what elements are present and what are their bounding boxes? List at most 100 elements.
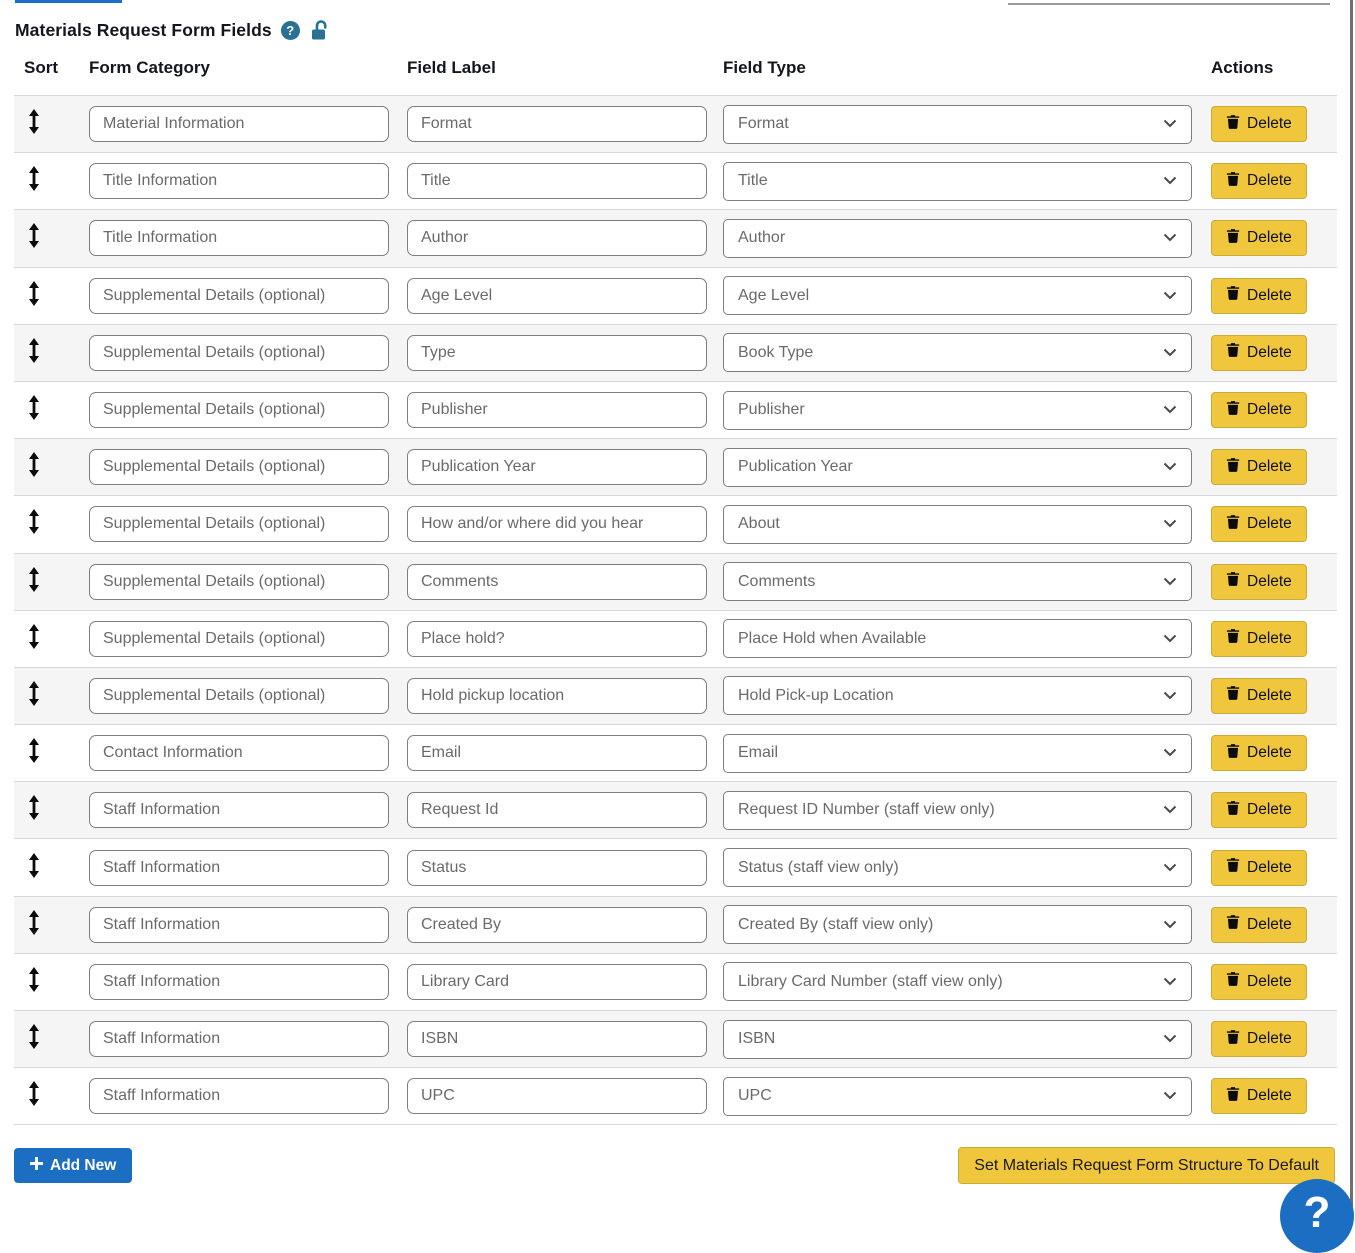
sort-handle[interactable] <box>14 852 89 883</box>
field-label-input[interactable] <box>407 963 707 1000</box>
form-field-row: Format Delete <box>14 95 1337 153</box>
sort-handle[interactable] <box>14 966 89 997</box>
set-default-button[interactable]: Set Materials Request Form Structure To … <box>958 1147 1335 1184</box>
add-new-button[interactable]: Add New <box>14 1148 133 1183</box>
field-label-input[interactable] <box>407 849 707 886</box>
unlock-icon[interactable] <box>309 20 329 41</box>
form-category-input[interactable] <box>89 792 389 829</box>
form-category-input[interactable] <box>89 220 389 257</box>
sort-handle[interactable] <box>14 109 89 139</box>
field-type-select[interactable]: Format <box>723 104 1192 144</box>
delete-button[interactable]: Delete <box>1211 792 1307 829</box>
field-type-select[interactable]: Created By (staff view only) <box>723 905 1192 945</box>
sort-handle[interactable] <box>14 623 89 654</box>
form-category-input[interactable] <box>89 677 389 714</box>
delete-button[interactable]: Delete <box>1211 677 1307 714</box>
field-type-select[interactable]: Publisher <box>723 390 1192 430</box>
delete-button[interactable]: Delete <box>1211 906 1307 943</box>
field-label-input[interactable] <box>407 277 707 314</box>
sort-handle[interactable] <box>14 166 89 196</box>
sort-handle[interactable] <box>14 223 89 253</box>
delete-button[interactable]: Delete <box>1211 620 1307 657</box>
field-type-select[interactable]: Library Card Number (staff view only) <box>723 962 1192 1002</box>
vertical-scrollbar[interactable] <box>1350 0 1353 1207</box>
form-category-input[interactable] <box>89 1078 389 1115</box>
sort-handle[interactable] <box>14 509 89 539</box>
field-label-input[interactable] <box>407 1021 707 1058</box>
help-icon[interactable]: ? <box>280 21 300 40</box>
field-type-select[interactable]: Book Type <box>723 333 1192 373</box>
delete-button[interactable]: Delete <box>1211 849 1307 886</box>
field-type-select[interactable]: Place Hold when Available <box>723 619 1192 659</box>
field-label-input[interactable] <box>407 334 707 371</box>
sort-handle[interactable] <box>14 395 89 425</box>
form-category-input[interactable] <box>89 106 389 143</box>
sort-handle[interactable] <box>14 566 89 597</box>
delete-button[interactable]: Delete <box>1211 506 1307 543</box>
field-label-input[interactable] <box>407 163 707 200</box>
sort-handle[interactable] <box>14 337 89 368</box>
field-label-input[interactable] <box>407 792 707 829</box>
form-category-input[interactable] <box>89 849 389 886</box>
form-category-input[interactable] <box>89 277 389 314</box>
field-label-input[interactable] <box>407 220 707 257</box>
delete-button[interactable]: Delete <box>1211 163 1307 200</box>
field-type-select[interactable]: ISBN <box>723 1019 1192 1059</box>
field-type-select[interactable]: Comments <box>723 562 1192 602</box>
form-category-input[interactable] <box>89 506 389 543</box>
form-category-input[interactable] <box>89 620 389 657</box>
form-category-input[interactable] <box>89 963 389 1000</box>
field-label-input[interactable] <box>407 506 707 543</box>
field-type-select[interactable]: Publication Year <box>723 447 1192 487</box>
delete-button[interactable]: Delete <box>1211 1078 1307 1115</box>
delete-button[interactable]: Delete <box>1211 563 1307 600</box>
form-category-input[interactable] <box>89 906 389 943</box>
field-label-input[interactable] <box>407 677 707 714</box>
field-type-select[interactable]: Email <box>723 733 1192 773</box>
delete-button[interactable]: Delete <box>1211 220 1307 257</box>
field-type-select[interactable]: Author <box>723 218 1192 258</box>
field-type-select[interactable]: Hold Pick-up Location <box>723 676 1192 716</box>
form-category-input[interactable] <box>89 163 389 200</box>
field-type-select[interactable]: Status (staff view only) <box>723 848 1192 888</box>
form-category-input[interactable] <box>89 449 389 486</box>
sort-handle[interactable] <box>14 738 89 768</box>
sort-handle[interactable] <box>14 1024 89 1054</box>
delete-button[interactable]: Delete <box>1211 735 1307 772</box>
sort-arrows-icon <box>28 1081 40 1111</box>
field-label-input[interactable] <box>407 1078 707 1115</box>
field-type-select[interactable]: Age Level <box>723 276 1192 316</box>
field-label-input[interactable] <box>407 449 707 486</box>
sort-handle[interactable] <box>14 909 89 940</box>
field-label-input[interactable] <box>407 106 707 143</box>
delete-button[interactable]: Delete <box>1211 334 1307 371</box>
form-category-input[interactable] <box>89 334 389 371</box>
sort-handle[interactable] <box>14 680 89 711</box>
help-fab-button[interactable]: ? <box>1280 1179 1354 1253</box>
delete-button[interactable]: Delete <box>1211 392 1307 429</box>
sort-handle[interactable] <box>14 280 89 311</box>
trash-icon <box>1226 914 1240 935</box>
field-type-select[interactable]: UPC <box>723 1076 1192 1116</box>
form-category-input[interactable] <box>89 392 389 429</box>
delete-button[interactable]: Delete <box>1211 106 1307 143</box>
form-field-row: Created By (staff view only) Delete <box>14 895 1337 953</box>
delete-button[interactable]: Delete <box>1211 963 1307 1000</box>
delete-button[interactable]: Delete <box>1211 1021 1307 1058</box>
form-category-input[interactable] <box>89 735 389 772</box>
field-label-input[interactable] <box>407 735 707 772</box>
field-label-input[interactable] <box>407 563 707 600</box>
field-type-select[interactable]: Title <box>723 161 1192 201</box>
field-label-input[interactable] <box>407 620 707 657</box>
delete-button[interactable]: Delete <box>1211 277 1307 314</box>
field-type-select[interactable]: About <box>723 504 1192 544</box>
form-category-input[interactable] <box>89 563 389 600</box>
field-label-input[interactable] <box>407 392 707 429</box>
form-category-input[interactable] <box>89 1021 389 1058</box>
field-label-input[interactable] <box>407 906 707 943</box>
delete-button[interactable]: Delete <box>1211 449 1307 486</box>
sort-handle[interactable] <box>14 795 89 825</box>
field-type-select[interactable]: Request ID Number (staff view only) <box>723 790 1192 830</box>
sort-handle[interactable] <box>14 1081 89 1111</box>
sort-handle[interactable] <box>14 452 89 482</box>
